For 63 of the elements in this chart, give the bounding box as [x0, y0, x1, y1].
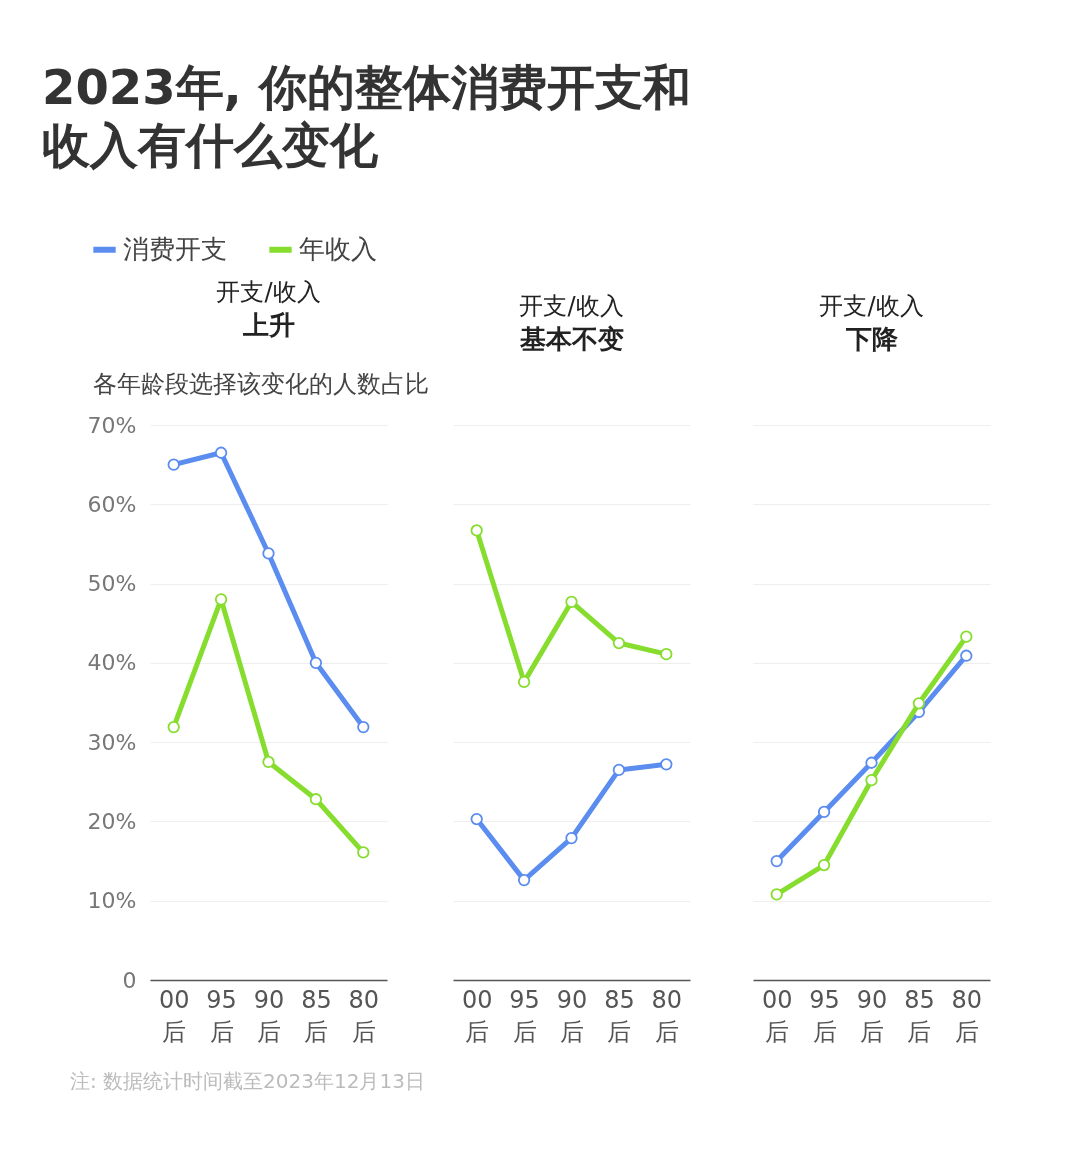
- x-tick-label: 90后: [253, 985, 285, 1046]
- y-tick-label: 70%: [87, 412, 137, 438]
- point: [770, 854, 783, 868]
- x-tick-label: 90后: [856, 985, 888, 1046]
- point: [517, 873, 531, 887]
- y-tick-label: 0: [122, 967, 137, 993]
- point: [309, 656, 323, 669]
- point: [565, 831, 578, 845]
- chart-title: 开支/收入: [819, 292, 924, 320]
- point: [214, 446, 228, 459]
- legend-label: 消费开支: [123, 233, 227, 264]
- x-tick-label: 85后: [904, 985, 935, 1046]
- point: [214, 593, 228, 606]
- text: 注: 数据统计时间截至2023年12月13日: [70, 1068, 425, 1095]
- point: [817, 858, 831, 872]
- x-tick-label: 90后: [556, 985, 588, 1046]
- legend-label: 年收入: [299, 233, 377, 264]
- chart-subtitle: 下降: [844, 324, 898, 354]
- x-tick-label: 85后: [301, 985, 332, 1046]
- x-tick-label: 95后: [206, 985, 237, 1046]
- y-tick-label: 20%: [87, 808, 137, 834]
- y-tick-label: 40%: [87, 650, 137, 676]
- point: [309, 793, 323, 806]
- point: [470, 524, 483, 537]
- point: [262, 755, 275, 769]
- point: [517, 675, 531, 689]
- point: [357, 720, 370, 734]
- x-tick-label: 00后: [158, 985, 190, 1046]
- point: [960, 630, 973, 643]
- chart-title: 开支/收入: [216, 278, 321, 306]
- x-tick-label: 80后: [348, 985, 380, 1046]
- x-tick-label: 80后: [951, 985, 983, 1046]
- point: [960, 649, 973, 662]
- y-tick-label: 30%: [87, 729, 137, 755]
- point: [167, 458, 180, 471]
- point: [770, 888, 783, 901]
- point: [865, 774, 878, 787]
- y-axis-title: 各年龄段选择该变化的人数占比: [92, 369, 429, 398]
- chart-subtitle: 基本不变: [518, 324, 624, 354]
- x-tick-label: 00后: [761, 985, 793, 1046]
- y-tick-label: 60%: [87, 491, 137, 517]
- chart-subtitle: 上升: [241, 310, 295, 340]
- point: [612, 636, 626, 650]
- point: [817, 805, 831, 819]
- point: [660, 758, 673, 771]
- y-tick-label: 10%: [87, 888, 137, 914]
- point: [865, 756, 878, 769]
- point: [565, 595, 578, 608]
- chart-title: 开支/收入: [519, 292, 624, 320]
- y-tick-label: 50%: [87, 571, 137, 597]
- x-tick-label: 85后: [604, 985, 635, 1046]
- point: [262, 547, 275, 560]
- text: 2023年, 你的整体消费开支和收入有什么变化: [42, 58, 692, 174]
- point: [167, 720, 180, 734]
- x-tick-label: 95后: [509, 985, 540, 1046]
- x-tick-label: 80后: [651, 985, 683, 1046]
- point: [660, 648, 673, 661]
- x-tick-label: 95后: [809, 985, 840, 1046]
- point: [470, 812, 483, 826]
- x-tick-label: 00后: [461, 985, 493, 1046]
- point: [912, 697, 926, 710]
- point: [612, 763, 626, 777]
- point: [357, 846, 370, 859]
